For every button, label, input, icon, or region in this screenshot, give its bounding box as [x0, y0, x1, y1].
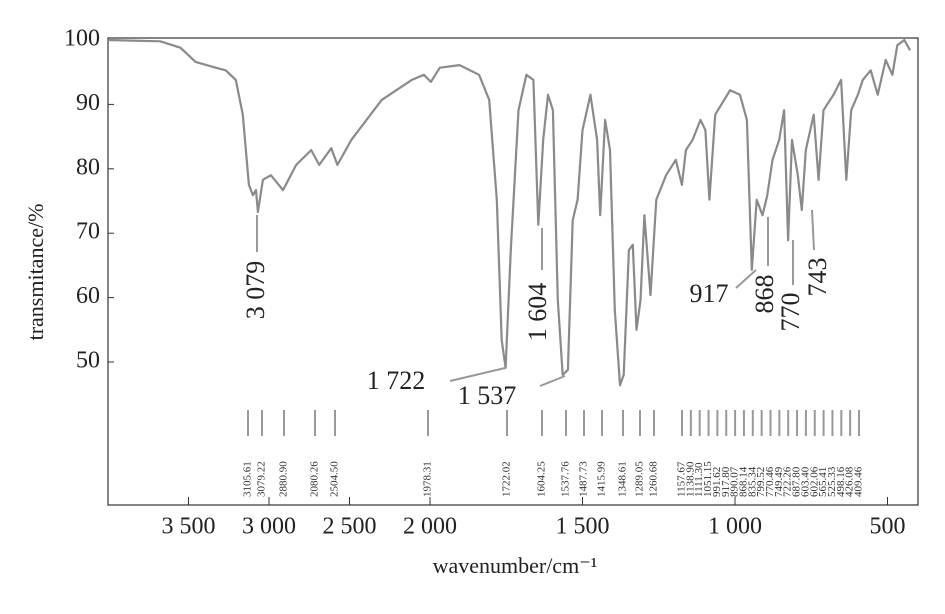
annotation-leader: [449, 367, 506, 382]
peak-label: 1289.05: [634, 461, 646, 497]
peak-label: 1722.02: [501, 461, 513, 497]
x-tick-label: 3 500: [162, 514, 216, 540]
peak-label: 1138.90: [684, 461, 696, 497]
peak-label: 1111.30: [693, 462, 705, 497]
peak-label: 1260.68: [648, 461, 660, 497]
y-tick-label: 60: [76, 283, 100, 309]
peak-label: 799.52: [755, 467, 767, 497]
annotation: 743: [803, 258, 832, 297]
x-tick-label: 2 000: [403, 514, 457, 540]
peak-label: 835.34: [746, 466, 758, 497]
plot-frame: [107, 37, 919, 506]
y-tick-label: 70: [76, 219, 100, 245]
peak-label: 525.33: [826, 466, 838, 497]
annotation: 770: [776, 293, 805, 332]
peak-label: 3105.61: [242, 461, 254, 497]
peak-label: 749.49: [773, 466, 785, 497]
peak-label: 1604.25: [536, 461, 548, 497]
x-tick-label: 1 000: [708, 514, 762, 540]
peak-label: 1537.76: [560, 461, 572, 497]
peak-label: 1415.99: [596, 461, 608, 497]
spectrum-line: [107, 38, 912, 387]
peak-label: 868.14: [737, 466, 749, 497]
peak-label: 2880.90: [278, 461, 290, 497]
y-tick-label: 90: [76, 90, 100, 116]
peak-label: 1051.15: [702, 461, 714, 497]
peak-label: 409.46: [853, 466, 865, 497]
x-tick-label: 2 500: [323, 514, 377, 540]
peak-label: 603.40: [799, 466, 811, 497]
peak-label: 687.80: [791, 466, 803, 497]
annotation: 1 722: [367, 366, 426, 395]
annotation-leader: [735, 269, 757, 289]
y-axis-label: transmitance/%: [23, 204, 48, 341]
annotation: 1 604: [523, 283, 552, 342]
x-tick-label: 3 000: [242, 514, 296, 540]
x-axis-label: wavenumber/cm⁻¹: [433, 553, 598, 578]
annotation: 3 079: [241, 261, 270, 320]
peak-label: 498.16: [835, 466, 847, 497]
peak-label: 3079.22: [256, 461, 268, 497]
peak-label: 1157.67: [676, 461, 688, 497]
y-tick-label: 80: [76, 154, 100, 180]
annotation-leader: [539, 375, 566, 387]
peak-label: 890.07: [729, 466, 741, 497]
annotation: 868: [750, 275, 779, 314]
x-tick-label: 1 500: [556, 514, 610, 540]
peak-label: 2504.50: [329, 461, 341, 497]
peak-label: 565.41: [817, 467, 829, 497]
peak-label: 426.08: [844, 466, 856, 497]
peak-label: 722.26: [782, 466, 794, 497]
peak-label: 2080.26: [309, 461, 321, 497]
peak-label: 1978.31: [422, 461, 434, 497]
x-tick-label: 500: [870, 514, 906, 540]
peak-label: 602.06: [808, 466, 820, 497]
peak-label: 1348.61: [617, 461, 629, 497]
y-tick-label: 100: [64, 26, 100, 52]
peak-label: 1487.73: [578, 461, 590, 497]
peak-label: 917.80: [720, 466, 732, 497]
annotation: 917: [690, 279, 729, 308]
peak-label: 770.46: [764, 466, 776, 497]
y-tick-label: 50: [76, 348, 100, 374]
annotation: 1 537: [458, 381, 517, 410]
peak-label: 991.62: [711, 467, 723, 497]
annotation-leader: [811, 209, 815, 251]
